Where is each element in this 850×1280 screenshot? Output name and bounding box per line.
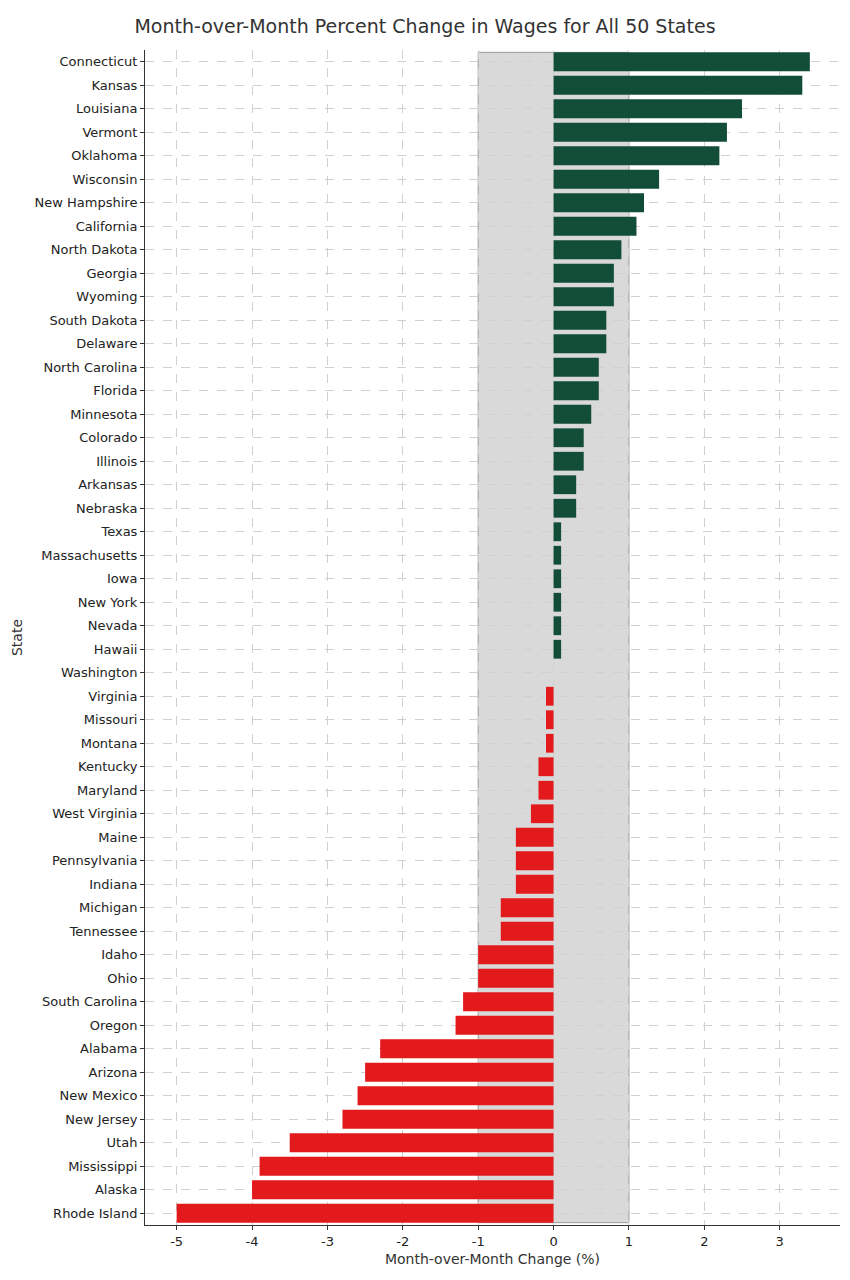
svg-text:Illinois: Illinois xyxy=(96,454,137,469)
svg-text:0: 0 xyxy=(549,1234,557,1249)
svg-text:Florida: Florida xyxy=(93,383,137,398)
svg-text:Kansas: Kansas xyxy=(91,78,137,93)
svg-text:Georgia: Georgia xyxy=(86,266,137,281)
svg-text:Tennessee: Tennessee xyxy=(69,924,138,939)
svg-text:Idaho: Idaho xyxy=(101,947,137,962)
svg-text:Kentucky: Kentucky xyxy=(78,759,138,774)
svg-text:New Jersey: New Jersey xyxy=(65,1112,137,1127)
svg-text:Iowa: Iowa xyxy=(107,571,137,586)
svg-text:Louisiana: Louisiana xyxy=(76,101,137,116)
svg-text:1: 1 xyxy=(625,1234,633,1249)
svg-text:Alaska: Alaska xyxy=(95,1182,138,1197)
svg-text:-3: -3 xyxy=(321,1234,334,1249)
svg-text:-5: -5 xyxy=(170,1234,183,1249)
svg-text:Indiana: Indiana xyxy=(89,877,137,892)
svg-text:West Virginia: West Virginia xyxy=(52,806,137,821)
svg-text:Delaware: Delaware xyxy=(76,336,137,351)
svg-text:South Dakota: South Dakota xyxy=(49,313,137,328)
svg-text:Connecticut: Connecticut xyxy=(60,54,138,69)
svg-text:South Carolina: South Carolina xyxy=(42,994,137,1009)
svg-text:North Dakota: North Dakota xyxy=(51,242,138,257)
svg-text:New Mexico: New Mexico xyxy=(60,1088,138,1103)
svg-text:Hawaii: Hawaii xyxy=(94,642,138,657)
svg-text:Minnesota: Minnesota xyxy=(70,407,137,422)
svg-text:Montana: Montana xyxy=(81,736,138,751)
svg-text:-1: -1 xyxy=(472,1234,485,1249)
svg-text:Washington: Washington xyxy=(61,665,137,680)
svg-text:Michigan: Michigan xyxy=(79,900,137,915)
svg-text:Utah: Utah xyxy=(107,1135,138,1150)
svg-text:Nevada: Nevada xyxy=(88,618,138,633)
svg-text:Rhode Island: Rhode Island xyxy=(53,1206,137,1221)
svg-text:Wisconsin: Wisconsin xyxy=(72,172,137,187)
svg-text:California: California xyxy=(76,219,138,234)
svg-text:Virginia: Virginia xyxy=(88,689,137,704)
svg-text:Month-over-Month Change (%): Month-over-Month Change (%) xyxy=(385,1251,600,1267)
svg-text:Mississippi: Mississippi xyxy=(68,1159,137,1174)
svg-text:Month-over-Month Percent Chang: Month-over-Month Percent Change in Wages… xyxy=(134,15,715,37)
svg-text:Oregon: Oregon xyxy=(90,1018,138,1033)
svg-text:Wyoming: Wyoming xyxy=(76,289,137,304)
svg-text:State: State xyxy=(9,619,25,656)
svg-text:Pennsylvania: Pennsylvania xyxy=(52,853,137,868)
svg-text:Arizona: Arizona xyxy=(89,1065,138,1080)
svg-text:Oklahoma: Oklahoma xyxy=(71,148,137,163)
svg-text:2: 2 xyxy=(700,1234,708,1249)
svg-text:Vermont: Vermont xyxy=(82,125,137,140)
svg-text:3: 3 xyxy=(776,1234,784,1249)
svg-text:Colorado: Colorado xyxy=(79,430,137,445)
svg-text:Ohio: Ohio xyxy=(107,971,137,986)
svg-text:Nebraska: Nebraska xyxy=(76,501,137,516)
svg-text:North Carolina: North Carolina xyxy=(43,360,137,375)
svg-text:Missouri: Missouri xyxy=(84,712,138,727)
svg-text:Alabama: Alabama xyxy=(80,1041,137,1056)
svg-text:New Hampshire: New Hampshire xyxy=(35,195,138,210)
svg-text:-4: -4 xyxy=(246,1234,259,1249)
svg-text:Maine: Maine xyxy=(98,830,137,845)
svg-text:Texas: Texas xyxy=(100,524,137,539)
svg-text:Maryland: Maryland xyxy=(77,783,137,798)
svg-text:-2: -2 xyxy=(396,1234,409,1249)
svg-text:Massachusetts: Massachusetts xyxy=(41,548,137,563)
svg-text:Arkansas: Arkansas xyxy=(78,477,137,492)
svg-text:New York: New York xyxy=(78,595,138,610)
